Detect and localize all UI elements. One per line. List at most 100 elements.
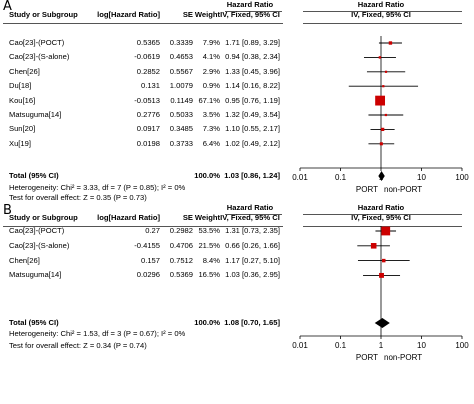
effect-marker bbox=[384, 70, 388, 73]
x-tick-label: 0.1 bbox=[335, 341, 347, 350]
x-tick-label: 1 bbox=[379, 341, 384, 350]
study-se: 0.3339 bbox=[169, 38, 193, 47]
study-hr-ci: 1.10 [0.55, 2.17] bbox=[225, 124, 280, 134]
header-rule-top-plot bbox=[303, 11, 462, 12]
header-rule-bottom bbox=[3, 23, 283, 24]
effect-marker bbox=[381, 226, 391, 236]
study-weight: 2.9% bbox=[202, 66, 220, 76]
study-hr-ci: 1.32 [0.49, 3.54] bbox=[225, 110, 280, 119]
header-se: SE bbox=[182, 213, 193, 222]
study-se: 0.5567 bbox=[169, 66, 193, 76]
header-weight: Weight bbox=[194, 213, 220, 222]
panel-label: A bbox=[3, 0, 12, 14]
effect-marker bbox=[378, 56, 382, 59]
pooled-diamond bbox=[374, 318, 390, 328]
heterogeneity-text: Heterogeneity: Chi² = 1.53, df = 3 (P = … bbox=[9, 329, 186, 338]
study-hr-ci: 0.95 [0.76, 1.19] bbox=[225, 95, 280, 105]
favours-left-label: PORT bbox=[356, 353, 378, 362]
study-weight: 8.4% bbox=[202, 255, 220, 265]
header-weight: Weight bbox=[194, 10, 220, 19]
header-rule-bottom bbox=[3, 226, 283, 227]
study-hr-ci: 0.94 [0.38, 2.34] bbox=[225, 52, 280, 62]
header-plot-method: IV, Fixed, 95% CI bbox=[351, 10, 411, 19]
total-label: Total (95% CI) bbox=[9, 318, 59, 327]
study-se: 1.0079 bbox=[169, 81, 193, 91]
study-se: 0.7512 bbox=[169, 255, 193, 265]
study-name: Cao[23]-(S-alone) bbox=[9, 240, 70, 250]
forest-plot-panel-b: B Hazard Ratio Hazard Ratio Study or Subgro… bbox=[0, 203, 474, 404]
study-hr-ci: 1.71 [0.89, 3.29] bbox=[225, 38, 280, 47]
study-weight: 21.5% bbox=[198, 240, 220, 250]
study-se: 0.2982 bbox=[169, 226, 193, 235]
favours-left-label: PORT bbox=[356, 185, 378, 194]
effect-marker bbox=[370, 243, 377, 249]
effect-marker bbox=[375, 95, 386, 106]
study-weight: 0.9% bbox=[202, 81, 220, 91]
study-se: 0.1149 bbox=[170, 95, 193, 105]
study-weight: 16.5% bbox=[198, 270, 220, 280]
study-name: Cao[23]-(POCT) bbox=[9, 38, 65, 47]
x-tick-label: 100 bbox=[455, 173, 469, 182]
total-label: Total (95% CI) bbox=[9, 171, 59, 180]
overall-effect-text: Test for overall effect: Z = 0.34 (P = 0… bbox=[9, 341, 147, 350]
x-tick-label: 100 bbox=[455, 341, 469, 350]
study-hr-ci: 1.03 [0.36, 2.95] bbox=[225, 270, 280, 280]
header-loghr: log[Hazard Ratio] bbox=[97, 213, 160, 222]
header-hazard-ratio-title: Hazard Ratio bbox=[226, 203, 274, 212]
study-name: Du[18] bbox=[9, 81, 32, 91]
header-rule-bottom-plot bbox=[303, 226, 462, 227]
x-tick-label: 1 bbox=[379, 173, 384, 182]
study-weight: 3.5% bbox=[202, 110, 220, 119]
x-tick-label: 0.1 bbox=[335, 173, 347, 182]
header-study: Study or Subgroup bbox=[9, 10, 78, 19]
header-plot-title: Hazard Ratio bbox=[357, 203, 405, 212]
x-tick-label: 0.01 bbox=[292, 341, 308, 350]
study-hr-ci: 1.02 [0.49, 2.12] bbox=[225, 138, 280, 148]
effect-marker bbox=[388, 41, 393, 45]
header-study: Study or Subgroup bbox=[9, 213, 78, 222]
header-loghr: log[Hazard Ratio] bbox=[97, 10, 160, 19]
study-hr-ci: 1.17 [0.27, 5.10] bbox=[225, 255, 280, 265]
study-loghr: -0.0513 bbox=[134, 95, 160, 105]
favours-right-label: non-PORT bbox=[384, 185, 422, 194]
study-loghr: 0.2776 bbox=[136, 110, 160, 119]
study-loghr: 0.27 bbox=[145, 226, 160, 235]
study-weight: 4.1% bbox=[202, 52, 220, 62]
favours-right-label: non-PORT bbox=[384, 353, 422, 362]
study-weight: 7.3% bbox=[202, 124, 220, 134]
study-loghr: 0.0198 bbox=[136, 138, 160, 148]
forest-plot-svg: 0.01 0.1 1 10 100 PORT non-PORT bbox=[292, 36, 469, 194]
study-loghr: 0.131 bbox=[140, 81, 160, 91]
study-name: Matsuguma[14] bbox=[9, 270, 62, 280]
effect-marker bbox=[379, 142, 383, 146]
header-rule-bottom-plot bbox=[303, 23, 462, 24]
study-loghr: 0.5365 bbox=[136, 38, 160, 47]
study-loghr: 0.0296 bbox=[136, 270, 160, 280]
total-hr-ci: 1.03 [0.86, 1.24] bbox=[224, 171, 280, 180]
study-hr-ci: 1.33 [0.45, 3.96] bbox=[225, 66, 280, 76]
header-rule-top-plot bbox=[303, 214, 462, 215]
study-name: Cao[23]-(S-alone) bbox=[9, 52, 70, 62]
study-se: 0.5033 bbox=[169, 110, 193, 119]
study-se: 0.3485 bbox=[169, 124, 193, 134]
header-rule-top bbox=[225, 214, 282, 215]
pooled-diamond bbox=[378, 171, 385, 181]
header-plot-title: Hazard Ratio bbox=[357, 0, 405, 9]
study-weight: 53.5% bbox=[198, 226, 220, 235]
study-loghr: -0.4155 bbox=[134, 240, 160, 250]
study-name: Sun[20] bbox=[9, 124, 36, 134]
x-tick-label: 10 bbox=[417, 341, 426, 350]
study-name: Chen[26] bbox=[9, 255, 40, 265]
effect-marker bbox=[382, 85, 385, 88]
study-weight: 6.4% bbox=[202, 138, 220, 148]
header-se: SE bbox=[182, 10, 193, 19]
study-loghr: -0.0619 bbox=[134, 52, 160, 62]
heterogeneity-text: Heterogeneity: Chi² = 3.33, df = 7 (P = … bbox=[9, 183, 186, 192]
effect-marker bbox=[384, 113, 388, 117]
study-name: Cao[23]-(POCT) bbox=[9, 226, 65, 235]
effect-marker bbox=[381, 127, 385, 132]
study-se: 0.4653 bbox=[169, 52, 193, 62]
study-weight: 67.1% bbox=[198, 95, 220, 105]
header-rule-top bbox=[225, 11, 282, 12]
study-se: 0.4706 bbox=[169, 240, 193, 250]
